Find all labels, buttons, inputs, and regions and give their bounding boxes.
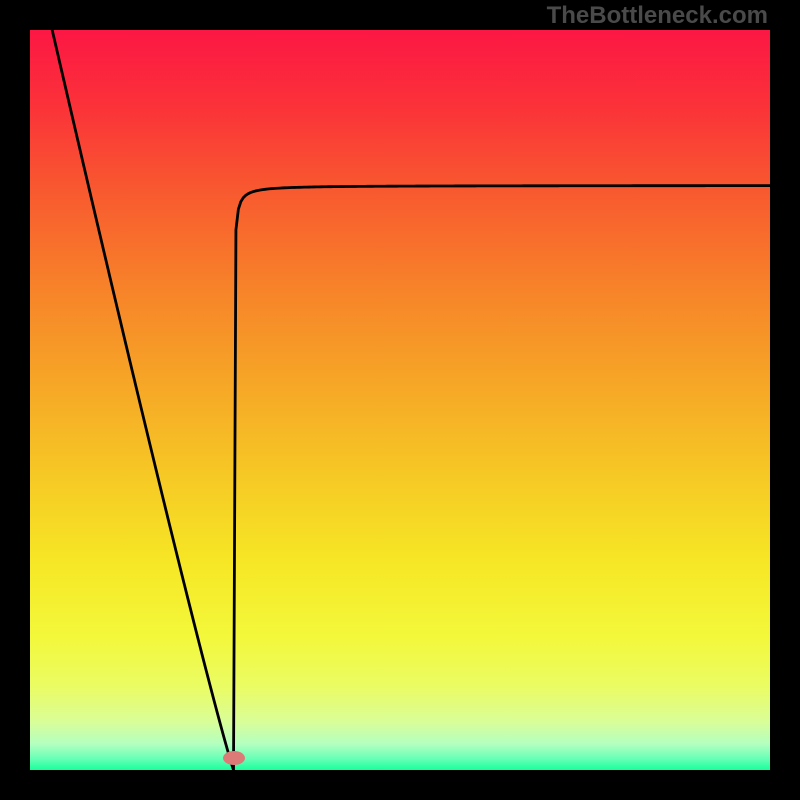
curve-layer bbox=[30, 30, 770, 770]
minimum-marker bbox=[223, 751, 245, 765]
plot-area bbox=[30, 30, 770, 770]
chart-root: TheBottleneck.com bbox=[0, 0, 800, 800]
bottleneck-curve bbox=[52, 30, 770, 770]
watermark-text: TheBottleneck.com bbox=[547, 2, 768, 30]
